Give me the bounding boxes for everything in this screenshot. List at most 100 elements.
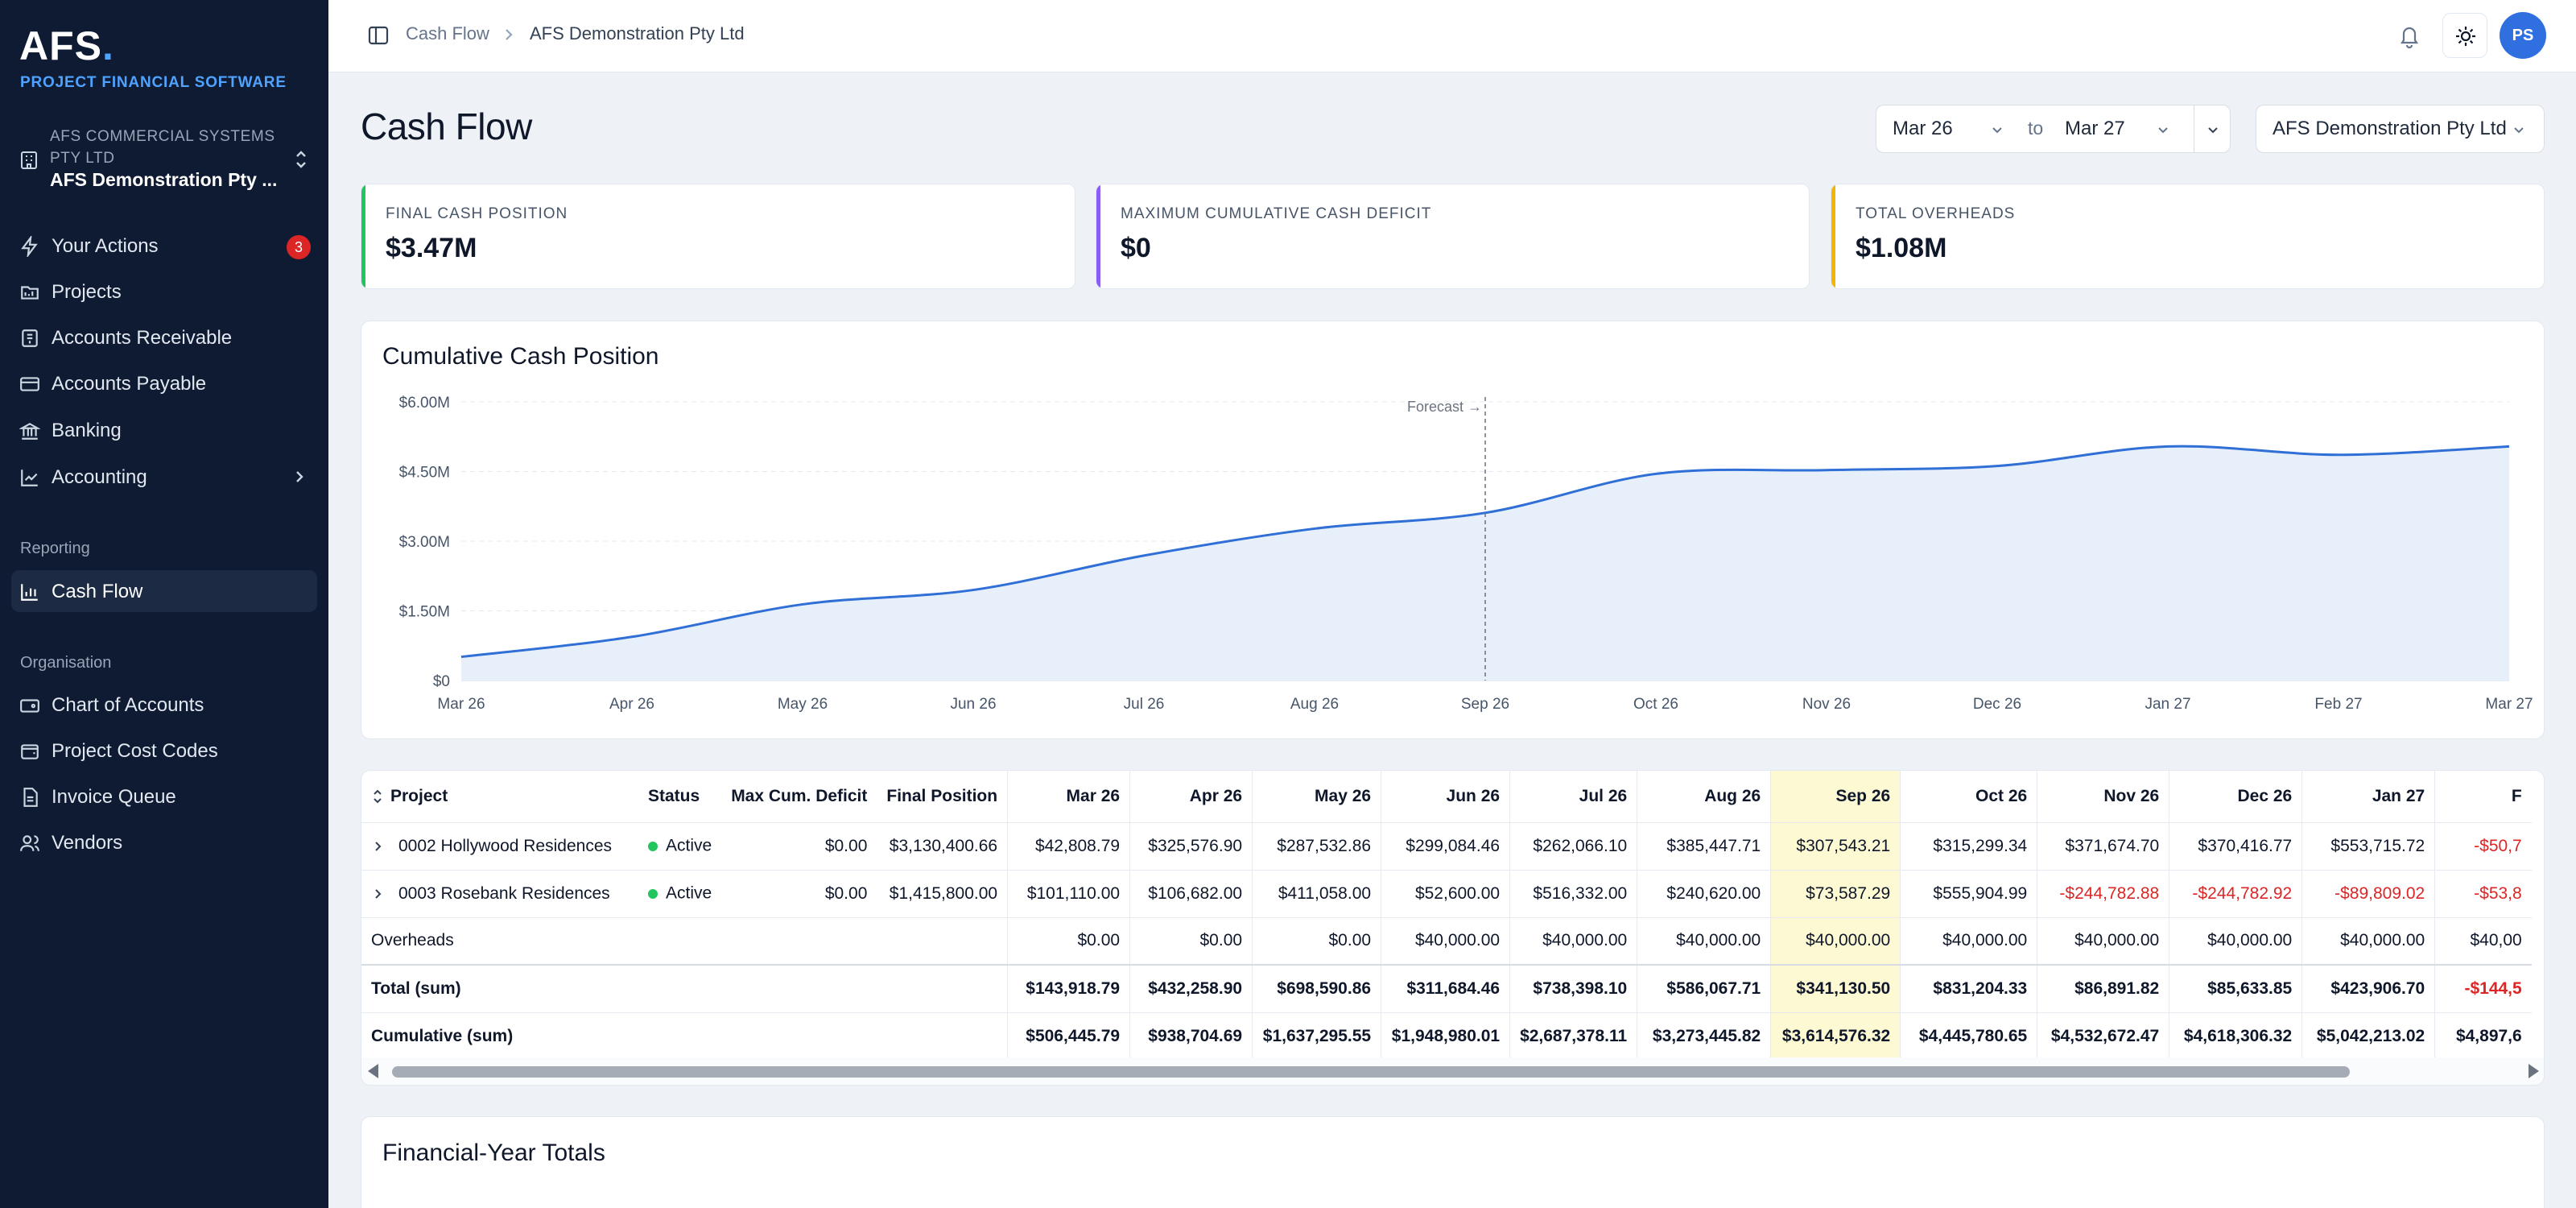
sidebar-item-your-actions[interactable]: Your Actions 3 <box>11 225 317 267</box>
cumulative-cash-chart-card: Cumulative Cash Position Forecast → $0 $1… <box>361 321 2545 739</box>
sidebar-item-projects[interactable]: Projects <box>11 271 317 312</box>
entity-select[interactable]: AFS Demonstration Pty Ltd <box>2256 105 2545 153</box>
logo[interactable]: AFS. <box>19 23 114 68</box>
month-value-cell: $299,084.46 <box>1381 822 1510 871</box>
column-header-final-position[interactable]: Final Position <box>877 771 1008 823</box>
sidebar-item-accounting[interactable]: Accounting <box>11 456 317 498</box>
organisation-switcher[interactable]: AFS COMMERCIAL SYSTEMS PTY LTD AFS Demon… <box>18 122 312 197</box>
sidebar-item-cash-flow[interactable]: Cash Flow <box>11 570 317 612</box>
month-value-cell: $555,904.99 <box>1900 870 2037 918</box>
horizontal-scrollbar[interactable] <box>361 1057 2544 1085</box>
month-value-cell: $40,000.00 <box>1509 917 1637 966</box>
x-tick-label: Jan 27 <box>2145 696 2190 713</box>
chevron-right-icon <box>296 471 303 482</box>
expand-chevron-icon[interactable] <box>371 887 386 901</box>
scrollbar-thumb[interactable] <box>392 1066 2350 1078</box>
section-label-organisation: Organisation <box>20 654 112 672</box>
month-value-cell: $40,000.00 <box>1900 917 2037 966</box>
sidebar-item-label: Invoice Queue <box>52 786 176 808</box>
sidebar-item-invoice-queue[interactable]: Invoice Queue <box>11 776 317 817</box>
kpi-label: TOTAL OVERHEADS <box>1856 205 2016 222</box>
status-cell <box>638 964 722 1013</box>
user-avatar[interactable]: PS <box>2500 12 2546 59</box>
x-tick-label: Sep 26 <box>1461 696 1509 713</box>
theme-toggle-button[interactable] <box>2442 13 2487 58</box>
final-position-cell: $3,130,400.66 <box>877 822 1008 871</box>
financial-year-totals-title: Financial-Year Totals <box>382 1140 605 1166</box>
month-value-cell: $40,000.00 <box>1381 917 1510 966</box>
scroll-left-arrow[interactable] <box>368 1064 378 1078</box>
project-name: 0002 Hollywood Residences <box>398 836 612 855</box>
sidebar: AFS. PROJECT FINANCIAL SOFTWARE AFS COMM… <box>0 0 328 1208</box>
cash-flow-table-card: Project Status Max Cum. Deficit Final Po… <box>361 770 2545 1086</box>
building-icon <box>21 151 37 169</box>
sidebar-toggle-icon[interactable] <box>367 24 390 47</box>
month-value-cell: $4,445,780.65 <box>1900 1012 2037 1061</box>
month-value-cell: $315,299.34 <box>1900 822 2037 871</box>
month-value-cell: $371,674.70 <box>2037 822 2169 871</box>
sidebar-item-accounts-receivable[interactable]: Accounts Receivable <box>11 316 317 358</box>
range-preset-dropdown-icon[interactable] <box>2205 122 2221 138</box>
status-cell: Active <box>638 822 722 871</box>
y-tick-label: $4.50M <box>399 465 450 482</box>
sidebar-item-label: Accounts Receivable <box>52 327 233 349</box>
column-header-max-deficit[interactable]: Max Cum. Deficit <box>721 771 877 823</box>
month-value-cell: -$244,782.92 <box>2169 870 2302 918</box>
sidebar-item-label: Projects <box>52 281 122 303</box>
month-value-cell: $262,066.10 <box>1509 822 1637 871</box>
tag-icon <box>21 744 39 759</box>
sidebar-item-project-cost-codes[interactable]: Project Cost Codes <box>11 730 317 772</box>
month-value-cell: -$244,782.88 <box>2037 870 2169 918</box>
project-name: Overheads <box>371 931 454 950</box>
column-header-status[interactable]: Status <box>638 771 722 823</box>
y-tick-label: $3.00M <box>399 534 450 551</box>
sort-icon[interactable] <box>371 788 384 805</box>
x-tick-label: Aug 26 <box>1290 696 1339 713</box>
date-to-select[interactable]: Mar 27 <box>2065 118 2125 139</box>
x-tick-label: Nov 26 <box>1802 696 1851 713</box>
status-badge: Active <box>666 836 712 855</box>
sidebar-item-accounts-payable[interactable]: Accounts Payable <box>11 362 317 404</box>
date-range-picker: Mar 26 to Mar 27 <box>1876 105 2231 153</box>
sidebar-item-vendors[interactable]: Vendors <box>11 821 317 863</box>
project-cell: Overheads <box>361 917 638 966</box>
month-value-cell: $42,808.79 <box>1007 822 1130 871</box>
kpi-card-total-overheads: TOTAL OVERHEADS $1.08M <box>1831 184 2545 289</box>
month-value-cell: $2,687,378.11 <box>1509 1012 1637 1061</box>
breadcrumb-cash-flow[interactable]: Cash Flow <box>406 23 489 43</box>
column-header-project[interactable]: Project <box>361 771 638 823</box>
month-value-cell: $106,682.00 <box>1129 870 1253 918</box>
bell-icon[interactable] <box>2397 23 2421 48</box>
organisation-entity: AFS Demonstration Pty ... <box>50 169 278 190</box>
month-value-cell: $4,532,672.47 <box>2037 1012 2169 1061</box>
kpi-card-final-cash-position: FINAL CASH POSITION $3.47M <box>361 184 1075 289</box>
table-row[interactable]: 0002 Hollywood Residences Active $0.00 $3,1… <box>361 822 2532 871</box>
sidebar-item-banking[interactable]: Banking <box>11 409 317 451</box>
month-value-cell: -$89,809.02 <box>2301 870 2435 918</box>
final-position-cell <box>877 964 1008 1013</box>
breadcrumb-current: AFS Demonstration Pty Ltd <box>530 23 745 43</box>
x-tick-label: Mar 26 <box>437 696 485 713</box>
month-value-cell: $1,637,295.55 <box>1252 1012 1381 1061</box>
table-row: Cumulative (sum) $506,445.79 $938,704.69 $1… <box>361 1012 2532 1061</box>
month-value-cell: $411,058.00 <box>1252 870 1381 918</box>
section-label-reporting: Reporting <box>20 540 90 557</box>
chevron-down-icon <box>2514 127 2524 134</box>
max-deficit-cell: $0.00 <box>721 870 877 918</box>
entity-select-value: AFS Demonstration Pty Ltd <box>2273 118 2507 139</box>
kpi-value: $0 <box>1121 233 1151 263</box>
column-header-month: F <box>2434 771 2532 823</box>
sidebar-item-label: Cash Flow <box>52 581 143 602</box>
x-tick-label: Jun 26 <box>950 696 996 713</box>
date-from-select[interactable]: Mar 26 <box>1893 118 1953 139</box>
status-cell <box>638 1012 722 1061</box>
scroll-right-arrow[interactable] <box>2529 1064 2539 1078</box>
month-value-cell: $3,273,445.82 <box>1637 1012 1771 1061</box>
expand-chevron-icon[interactable] <box>371 839 386 854</box>
table-row[interactable]: 0003 Rosebank Residences Active $0.00 $1,41… <box>361 870 2532 918</box>
status-cell <box>638 917 722 966</box>
sidebar-item-chart-of-accounts[interactable]: Chart of Accounts <box>11 684 317 726</box>
max-deficit-cell: $0.00 <box>721 822 877 871</box>
month-value-cell: $5,042,213.02 <box>2301 1012 2435 1061</box>
month-value-cell: -$53,8 <box>2434 870 2532 918</box>
